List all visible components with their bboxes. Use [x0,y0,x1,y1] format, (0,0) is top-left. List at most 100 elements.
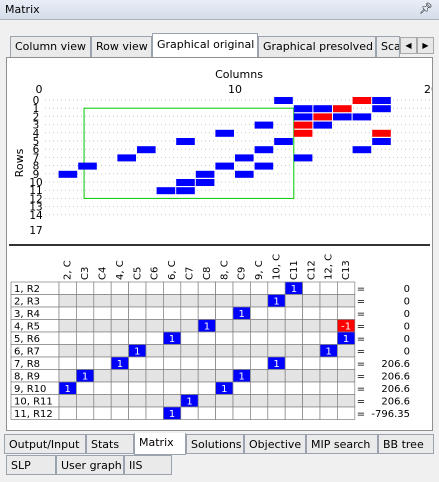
tab-user-graph[interactable]: User graph [56,455,124,475]
matrix-cell[interactable] [267,281,286,295]
matrix-cell[interactable] [128,294,147,308]
column-header[interactable]: C3 [80,267,91,280]
matrix-cell[interactable] [93,381,112,395]
matrix-cell[interactable] [128,331,147,345]
matrix-cell[interactable] [110,369,129,383]
matrix-cell[interactable] [302,306,321,320]
row-header-label[interactable]: 10, R11 [14,397,53,408]
tab-objective[interactable]: Objective [244,434,306,454]
matrix-cell[interactable] [128,406,147,420]
matrix-cell[interactable] [180,369,199,383]
matrix-cell[interactable] [215,294,234,308]
matrix-cell[interactable] [250,394,269,408]
tab-bb-tree[interactable]: BB tree [378,434,434,454]
matrix-cell[interactable] [145,319,164,333]
row-header-label[interactable]: 8, R9 [14,372,40,383]
matrix-cell[interactable] [163,344,182,358]
column-header[interactable]: 9, C [254,260,265,280]
matrix-cell[interactable] [163,319,182,333]
matrix-cell[interactable] [145,281,164,295]
matrix-cell[interactable] [197,381,216,395]
matrix-cell[interactable] [128,356,147,370]
matrix-cell[interactable] [337,369,356,383]
matrix-cell[interactable] [232,381,251,395]
matrix-cell[interactable] [76,331,95,345]
tab-graphical-original[interactable]: Graphical original [152,33,258,57]
matrix-cell[interactable] [110,344,129,358]
matrix-cell[interactable] [267,406,286,420]
matrix-cell[interactable] [215,281,234,295]
matrix-cell[interactable] [284,394,303,408]
matrix-cell[interactable] [58,394,77,408]
matrix-cell[interactable] [215,369,234,383]
matrix-cell[interactable] [215,394,234,408]
matrix-cell[interactable] [180,294,199,308]
tab-row-view[interactable]: Row view [91,36,152,57]
matrix-cell[interactable] [215,306,234,320]
matrix-cell[interactable] [180,319,199,333]
matrix-cell[interactable] [337,306,356,320]
matrix-cell[interactable] [180,344,199,358]
matrix-cell[interactable] [93,344,112,358]
row-header-label[interactable]: 2, R3 [14,297,40,308]
matrix-cell[interactable] [319,381,338,395]
matrix-cell[interactable] [197,394,216,408]
tab-mip-search[interactable]: MIP search [306,434,378,454]
column-header[interactable]: C11 [289,260,300,280]
column-header[interactable]: C4 [98,267,109,280]
matrix-cell[interactable] [232,319,251,333]
matrix-cell[interactable] [302,406,321,420]
matrix-cell[interactable] [93,306,112,320]
matrix-cell[interactable] [302,381,321,395]
matrix-cell[interactable] [319,369,338,383]
matrix-cell[interactable] [58,356,77,370]
column-header[interactable]: 8, C [219,260,230,280]
matrix-cell[interactable] [250,306,269,320]
matrix-cell[interactable] [215,319,234,333]
matrix-cell[interactable] [93,394,112,408]
matrix-cell[interactable] [302,331,321,345]
pin-icon[interactable]: 📌︎ [419,2,433,15]
matrix-cell[interactable] [145,331,164,345]
matrix-cell[interactable] [58,406,77,420]
matrix-cell[interactable] [58,369,77,383]
matrix-cell[interactable] [145,369,164,383]
column-header[interactable]: C7 [185,267,196,280]
tab-iis[interactable]: IIS [124,455,172,475]
matrix-cell[interactable] [93,294,112,308]
matrix-cell[interactable] [110,281,129,295]
matrix-cell[interactable] [232,356,251,370]
matrix-cell[interactable] [232,294,251,308]
column-header[interactable]: C5 [132,267,143,280]
matrix-cell[interactable] [180,281,199,295]
matrix-cell[interactable] [232,331,251,345]
matrix-cell[interactable] [76,394,95,408]
tab-column-view[interactable]: Column view [10,36,91,57]
matrix-cell[interactable] [197,344,216,358]
matrix-cell[interactable] [302,319,321,333]
matrix-cell[interactable] [128,394,147,408]
matrix-cell[interactable] [76,319,95,333]
matrix-cell[interactable] [145,394,164,408]
matrix-cell[interactable] [197,294,216,308]
matrix-cell[interactable] [319,394,338,408]
matrix-cell[interactable] [215,344,234,358]
matrix-cell[interactable] [302,394,321,408]
matrix-cell[interactable] [267,369,286,383]
matrix-cell[interactable] [337,356,356,370]
matrix-cell[interactable] [284,306,303,320]
matrix-cell[interactable] [76,294,95,308]
matrix-cell[interactable] [145,344,164,358]
matrix-cell[interactable] [110,331,129,345]
tab-solutions[interactable]: Solutions [186,434,244,454]
row-header-label[interactable]: 11, R12 [14,409,53,420]
matrix-cell[interactable] [337,344,356,358]
matrix-cell[interactable] [250,381,269,395]
column-header[interactable]: 6, C [167,260,178,280]
matrix-cell[interactable] [110,306,129,320]
column-header[interactable]: 12, C [324,254,335,280]
matrix-cell[interactable] [250,331,269,345]
matrix-cell[interactable] [337,281,356,295]
column-header[interactable]: C9 [237,267,248,280]
matrix-cell[interactable] [163,369,182,383]
